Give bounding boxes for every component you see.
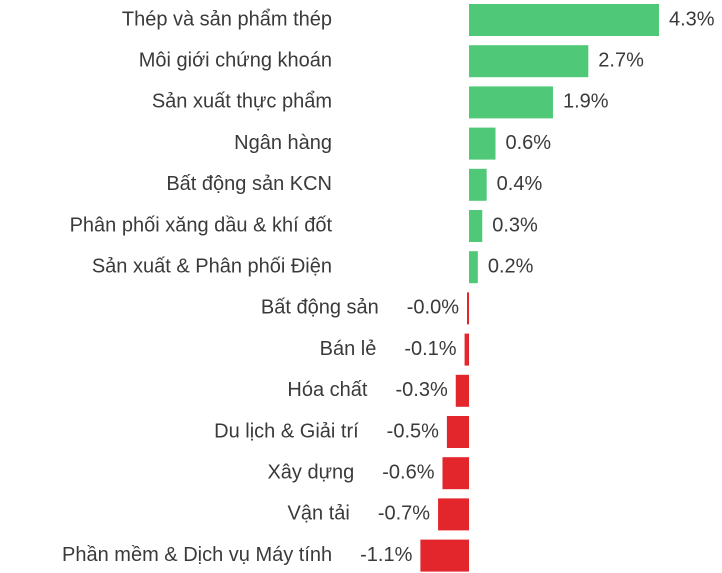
value-label: 1.9% bbox=[563, 91, 609, 113]
value-label: 0.6% bbox=[506, 132, 552, 154]
value-label: 0.4% bbox=[497, 173, 543, 195]
category-label: Vận tải bbox=[288, 503, 350, 525]
bar bbox=[469, 4, 659, 36]
value-label: 4.3% bbox=[669, 8, 715, 30]
category-label: Phân phối xăng dầu & khí đốt bbox=[70, 214, 333, 236]
value-label: -0.3% bbox=[395, 379, 447, 401]
value-label: 0.2% bbox=[488, 255, 534, 277]
value-label: 2.7% bbox=[598, 49, 644, 71]
bar bbox=[469, 210, 483, 242]
bar bbox=[469, 168, 487, 201]
bar bbox=[469, 86, 553, 119]
category-label: Phần mềm & Dịch vụ Máy tính bbox=[62, 544, 332, 566]
bar bbox=[469, 127, 496, 160]
bar bbox=[464, 333, 469, 366]
value-label: -0.6% bbox=[382, 461, 434, 483]
category-label: Bất động sản bbox=[261, 297, 379, 319]
category-label: Xây dựng bbox=[267, 461, 354, 483]
value-label: 0.3% bbox=[492, 214, 538, 236]
category-label: Bất động sản KCN bbox=[166, 173, 332, 195]
category-label: Thép và sản phẩm thép bbox=[122, 8, 332, 30]
category-label: Sản xuất & Phân phối Điện bbox=[92, 255, 332, 277]
category-label: Sản xuất thực phẩm bbox=[152, 91, 332, 113]
bar bbox=[469, 251, 478, 284]
category-label: Du lịch & Giải trí bbox=[214, 420, 359, 442]
bar bbox=[455, 374, 469, 407]
category-label: Ngân hàng bbox=[234, 132, 332, 154]
bar bbox=[469, 45, 589, 78]
value-label: -1.1% bbox=[360, 544, 412, 566]
bar bbox=[420, 539, 469, 572]
value-label: -0.7% bbox=[378, 503, 430, 525]
category-label: Bán lẻ bbox=[320, 338, 377, 360]
bar bbox=[446, 416, 469, 448]
value-label: -0.1% bbox=[404, 338, 456, 360]
bar bbox=[467, 292, 469, 325]
value-label: -0.5% bbox=[387, 420, 439, 442]
category-label: Môi giới chứng khoán bbox=[139, 49, 332, 71]
category-label: Hóa chất bbox=[287, 379, 367, 401]
bar bbox=[438, 498, 469, 531]
bar bbox=[442, 457, 469, 490]
value-label: -0.0% bbox=[407, 297, 459, 319]
